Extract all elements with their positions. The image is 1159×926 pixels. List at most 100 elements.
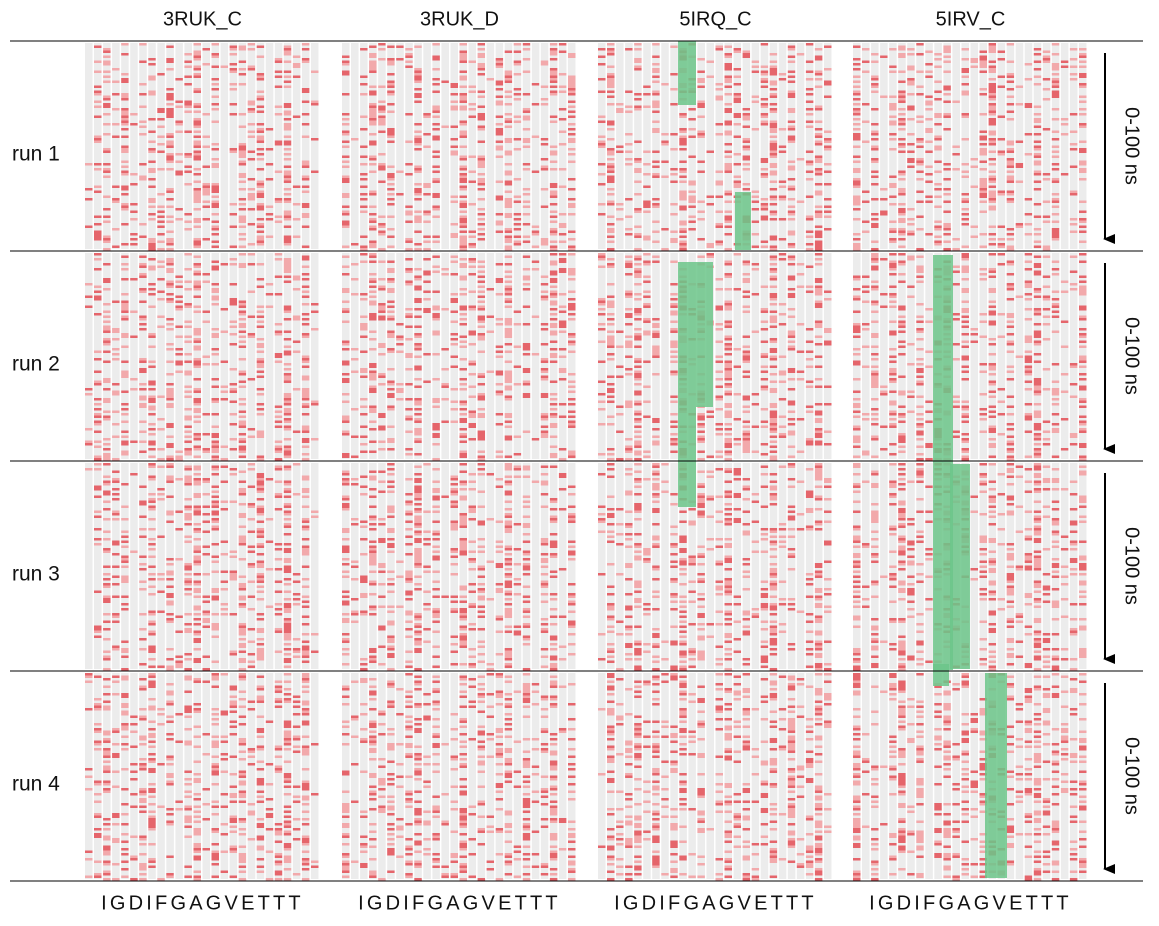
column-gap (110, 673, 113, 879)
heatmap-cells (184, 675, 192, 838)
heatmap-cells (139, 678, 147, 838)
heatmap-cells (477, 275, 486, 458)
green-block (933, 255, 953, 670)
heatmap-cells (598, 845, 606, 848)
column-gap (219, 673, 221, 879)
column-gap (485, 253, 487, 459)
heatmap-cells (598, 115, 606, 206)
heatmap-cells (1042, 275, 1051, 446)
column-gap (273, 43, 275, 249)
heatmap-cells (742, 688, 751, 878)
column-gap (173, 43, 176, 249)
column-gap (932, 43, 935, 249)
column-title: 3RUK_C (163, 8, 242, 30)
column-gap (786, 463, 788, 669)
heatmap-cells (423, 755, 431, 856)
column-gap (677, 673, 680, 879)
column-gap (741, 673, 743, 879)
heatmap-cells (157, 763, 165, 766)
heatmap-cells (441, 125, 449, 128)
column-gap (119, 673, 122, 879)
heatmap-cells (670, 503, 678, 628)
heatmap-cells (387, 60, 395, 248)
column-gap (394, 673, 397, 879)
heatmap-cells (898, 478, 906, 671)
heatmap-cells (778, 73, 787, 201)
heatmap-cells (175, 510, 183, 663)
heatmap-cells (549, 500, 558, 668)
heatmap-cells (459, 463, 467, 648)
heatmap-cells (568, 88, 576, 248)
column-gap (704, 673, 707, 879)
column-gap (494, 463, 496, 669)
heatmap-cells (742, 263, 751, 453)
column-gap (394, 43, 397, 249)
column-gap (1077, 463, 1079, 669)
heatmap-cells (805, 78, 814, 251)
column-gap (430, 463, 433, 669)
column-gap (146, 673, 149, 879)
heatmap-cells (796, 480, 805, 613)
heatmap-cells (787, 463, 796, 651)
column-gap (1041, 673, 1043, 879)
heatmap-cells (292, 573, 301, 651)
column-gap (412, 43, 415, 249)
column-gap (969, 253, 971, 459)
heatmap-cells (85, 188, 93, 228)
column-gap (349, 43, 352, 249)
heatmap-cells (1033, 463, 1042, 671)
heatmap-cells (988, 43, 997, 246)
column-gap (282, 463, 284, 669)
heatmap-cells (387, 463, 395, 658)
column-gap (759, 463, 761, 669)
heatmap-cells (805, 490, 814, 668)
heatmap-cells (724, 468, 732, 671)
heatmap-cells (760, 43, 769, 243)
column-gap (300, 463, 302, 669)
heatmap-cells (193, 255, 201, 458)
column-gap (512, 43, 514, 249)
heatmap-cells (1051, 468, 1060, 658)
heatmap-cells (625, 255, 633, 461)
column-gap (182, 673, 185, 879)
column-gap (1077, 673, 1079, 879)
heatmap-cells (495, 673, 504, 831)
column-gap (804, 673, 806, 879)
column-gap (575, 463, 577, 669)
column-gap (521, 43, 523, 249)
column-gap (403, 253, 406, 459)
column-gap (869, 673, 872, 879)
heatmap-cells (598, 473, 606, 661)
heatmap-cells (247, 68, 256, 226)
column-gap (978, 463, 980, 669)
column-gap (273, 463, 275, 669)
heatmap-cells (568, 683, 576, 881)
column-gap (1059, 43, 1061, 249)
column-gap (732, 673, 734, 879)
heatmap-cells (477, 693, 486, 881)
column-gap (164, 463, 167, 669)
column-gap (412, 463, 415, 669)
column-gap (349, 463, 352, 669)
heatmap-cells (814, 463, 823, 671)
column-gap (714, 253, 716, 459)
heatmap-cells (1006, 463, 1015, 666)
residue-sequence: IGDIFGAGVETTT (869, 892, 1072, 914)
heatmap-cells (184, 60, 192, 216)
column-gap (318, 463, 320, 669)
column-gap (376, 463, 379, 669)
heatmap-cells (369, 678, 377, 876)
heatmap-cells (522, 540, 531, 671)
heatmap-cells (814, 673, 823, 871)
run-label: run 1 (12, 143, 60, 166)
column-gap (605, 673, 608, 879)
heatmap-cells (598, 253, 606, 456)
column-gap (385, 463, 388, 669)
heatmap-cells (486, 473, 495, 476)
heatmap-cells (652, 255, 660, 446)
residue-sequence: IGDIFGAGVETTT (614, 892, 817, 914)
heatmap-cells (769, 485, 778, 633)
column-gap (869, 253, 872, 459)
heatmap-cells (1060, 675, 1069, 793)
heatmap-cells (1024, 468, 1033, 668)
